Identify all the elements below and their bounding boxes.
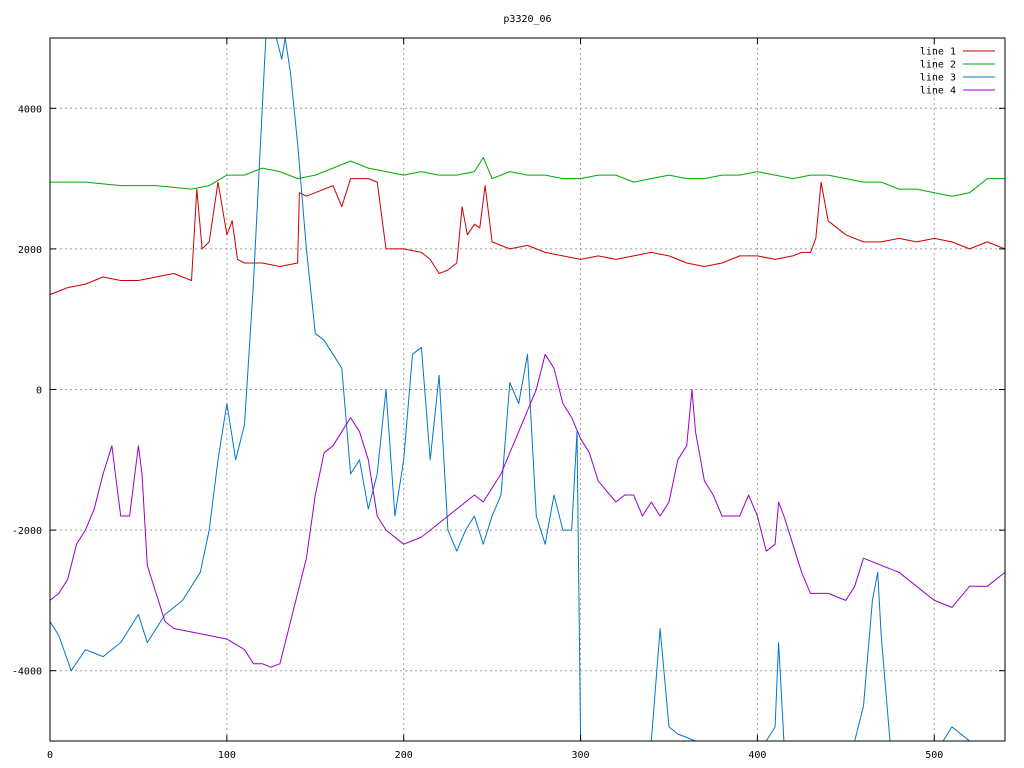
x-tick-label: 100	[218, 750, 236, 761]
series-line-3	[50, 38, 1005, 741]
legend-label: line 3	[920, 73, 956, 84]
series-line-1	[50, 178, 1005, 296]
x-tick-label: 200	[395, 750, 413, 761]
y-tick-label: 4000	[18, 104, 42, 115]
chart-title: p3320_06	[503, 14, 551, 25]
x-tick-label: 0	[47, 750, 53, 761]
y-tick-label: 2000	[18, 245, 42, 256]
legend-label: line 4	[920, 86, 956, 97]
y-tick-label: -4000	[12, 667, 42, 678]
x-tick-label: 300	[572, 750, 590, 761]
series-line-4	[50, 353, 1005, 668]
grid	[50, 38, 1005, 741]
y-tick-label: 0	[36, 386, 42, 397]
x-tick-label: 400	[748, 750, 766, 761]
axis-ticks: 0 100 200 300 400 500 -4000 -2000 0 2000 4000	[12, 38, 1005, 761]
legend-label: line 1	[920, 47, 956, 58]
y-tick-label: -2000	[12, 526, 42, 537]
legend-label: line 2	[920, 60, 956, 71]
series-line-2	[50, 157, 1005, 197]
x-tick-label: 500	[925, 750, 943, 761]
legend: line 1 line 2 line 3 line 4	[920, 47, 995, 97]
series-group	[50, 38, 1005, 741]
